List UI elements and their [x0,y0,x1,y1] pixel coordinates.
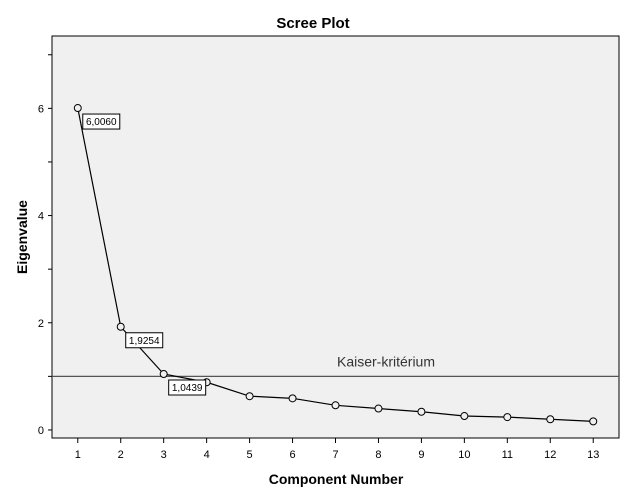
data-label: 1,9254 [129,336,160,347]
data-point [73,104,82,113]
data-point [245,392,254,401]
x-tick-label: 10 [458,449,470,461]
x-tick-label: 4 [204,449,210,461]
x-tick-label: 6 [289,449,295,461]
data-point [417,407,426,416]
x-tick-label: 8 [375,449,381,461]
x-tick-label: 12 [544,449,556,461]
data-label: 6,0060 [86,117,117,128]
chart-title: Scree Plot [276,15,349,32]
x-tick-label: 1 [75,449,81,461]
data-point [546,415,555,424]
data-label-box [125,332,164,349]
data-label-box [168,379,207,396]
x-tick-label: 3 [161,449,167,461]
y-axis-title: Eigenvalue [14,200,30,274]
x-tick-label: 2 [118,449,124,461]
reference-line-group: Kaiser-kritérium [52,353,619,377]
y-tick-label: 2 [38,318,44,330]
y-tick-label: 4 [38,211,44,223]
x-tick-label: 7 [332,449,338,461]
series-group [73,104,598,426]
data-labels-group: 6,0060 1,9254 1,0439 [82,113,207,396]
data-label-box [82,113,121,130]
x-tick-label: 13 [587,449,599,461]
data-label: 1,0439 [172,383,203,394]
x-tick-label: 11 [502,449,513,461]
data-point [116,322,125,331]
data-point [460,412,469,421]
kaiser-reference-label: Kaiser-kritérium [337,353,435,369]
data-point [288,394,297,403]
x-axis-title: Component Number [269,471,404,487]
data-point [331,401,340,410]
data-point [503,413,512,422]
y-tick-label: 6 [38,103,44,115]
data-point [589,417,598,426]
data-point [374,404,383,413]
plot-area [51,35,620,439]
x-tick-label: 9 [418,449,424,461]
x-tick-label: 5 [247,449,253,461]
data-point [159,370,168,379]
y-tick-label: 0 [38,425,44,437]
